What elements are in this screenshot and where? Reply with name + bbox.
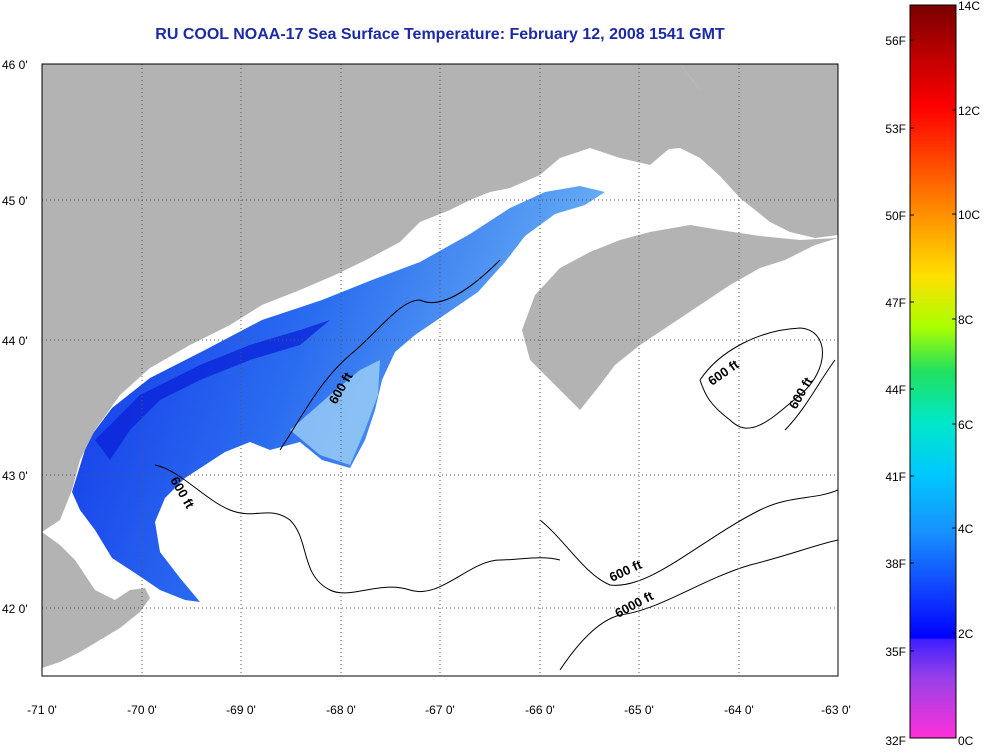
lon-tick-63: -63 0'	[821, 703, 851, 717]
contour-600ft-gulf	[279, 259, 501, 451]
land-cape-cod	[42, 532, 150, 668]
map-title: RU COOL NOAA-17 Sea Surface Temperature:…	[155, 26, 725, 43]
contour-600ft-west	[154, 464, 561, 594]
land-maine	[42, 64, 710, 532]
bathymetry-contours	[154, 259, 838, 671]
lon-tick-65: -65 0'	[624, 703, 654, 717]
lon-tick-69: -69 0'	[226, 703, 256, 717]
sst-warm-fringe	[290, 360, 380, 465]
lon-tick-64: -64 0'	[724, 703, 754, 717]
grid-lines	[42, 64, 838, 676]
contour-600ft-east-b	[784, 359, 836, 431]
contour-600ft-south	[539, 489, 838, 586]
land-nova-scotia	[522, 225, 838, 410]
lon-tick-66: -66 0'	[525, 703, 555, 717]
contour-600ft-east-a	[699, 327, 823, 429]
map-frame	[41, 63, 839, 677]
lon-tick-70: -70 0'	[127, 703, 157, 717]
land-new-brunswick	[660, 64, 838, 238]
lon-tick-68: -68 0'	[326, 703, 356, 717]
lon-tick-71: -71 0'	[27, 703, 57, 717]
lat-tick-45: 45 0'	[2, 194, 28, 208]
lat-tick-44: 44 0'	[2, 334, 28, 348]
lat-tick-43: 43 0'	[2, 469, 28, 483]
lat-tick-42: 42 0'	[2, 602, 28, 616]
lat-tick-46: 46 0'	[2, 58, 28, 72]
sst-cold-core	[95, 320, 330, 460]
lon-tick-67: -67 0'	[425, 703, 455, 717]
contour-6000ft	[559, 539, 838, 671]
